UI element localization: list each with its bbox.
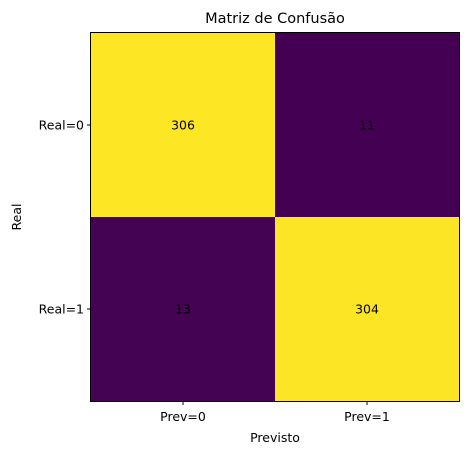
- y-axis-label: Real: [9, 204, 24, 231]
- heatmap-cell-r0-c0: [91, 33, 275, 217]
- x-tick-label-0: Prev=0: [160, 409, 206, 424]
- x-axis-ticks: Prev=0 Prev=1: [160, 401, 390, 424]
- heatmap-cells: [91, 33, 459, 401]
- cell-value-labels: 306 11 13 304: [171, 118, 379, 317]
- cell-value-label-r0-c1: 11: [359, 118, 375, 133]
- heatmap-cell-r1-c1: [275, 217, 459, 401]
- cell-value-label-r1-c1: 304: [355, 302, 379, 317]
- x-tick-label-1: Prev=1: [344, 409, 390, 424]
- x-axis-label: Previsto: [250, 430, 300, 445]
- heatmap-cell-r1-c0: [91, 217, 275, 401]
- cell-value-label-r0-c0: 306: [171, 118, 195, 133]
- chart-title: Matriz de Confusão: [205, 11, 345, 27]
- plot-frame: [90, 32, 460, 402]
- y-axis-ticks: Real=0 Real=1: [39, 118, 91, 317]
- y-tick-label-0: Real=0: [39, 118, 84, 133]
- y-tick-label-1: Real=1: [39, 302, 84, 317]
- cell-value-label-r1-c0: 13: [175, 302, 191, 317]
- heatmap-cell-r0-c1: [275, 33, 459, 217]
